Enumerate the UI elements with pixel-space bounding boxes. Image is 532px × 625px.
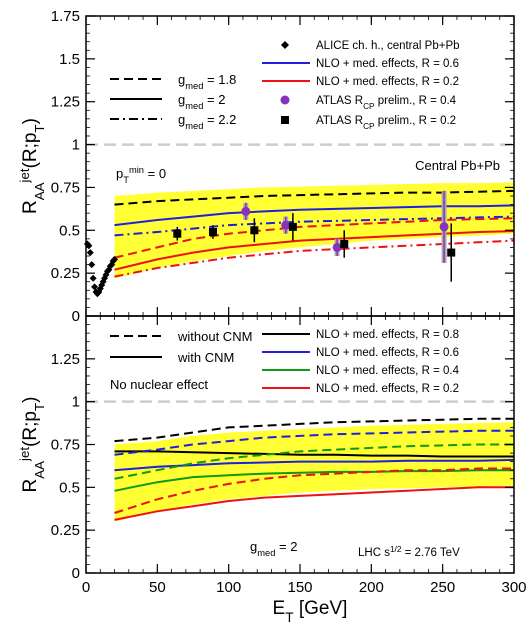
y-tick-label: 0.25	[51, 265, 80, 282]
alice-point	[111, 255, 119, 263]
legend-label: NLO + med. effects, R = 0.4	[316, 365, 460, 377]
x-tick-label: 250	[430, 579, 455, 596]
alice-point	[89, 274, 97, 282]
x-tick-label: 0	[82, 579, 90, 596]
legend-atlas-label: ATLAS RCP prelim., R = 0.4	[316, 95, 457, 111]
x-axis-label: ET [GeV]	[273, 598, 348, 625]
legend-gmed-label: gmed = 2.2	[178, 112, 236, 131]
legend-atlas-label: ATLAS RCP prelim., R = 0.2	[316, 115, 456, 131]
y-tick-label: 0.75	[51, 179, 80, 196]
atlas-r02-point	[173, 229, 182, 238]
atlas-r04-point	[241, 206, 251, 216]
legend-label: ALICE ch. h., central Pb+Pb	[316, 40, 460, 52]
series-line	[114, 189, 515, 206]
series-line	[114, 467, 514, 514]
legend-cnm-label: with CNM	[177, 350, 234, 365]
series-line	[114, 239, 515, 278]
series-line	[114, 450, 514, 458]
y-axis-label: RAAjet(R;pT)	[17, 118, 47, 214]
bottom-panel: 0 0.25 0.5 0.75 1 1.25 0 50 100 150 200 250 300 RAAje…	[17, 315, 527, 596]
no-nuclear-effect-label: No nuclear effect	[110, 377, 208, 392]
legend-label: NLO + med. effects, R = 0.2	[316, 76, 459, 88]
legend-label: NLO + med. effects, R = 0.2	[316, 383, 459, 395]
series-line	[114, 469, 514, 492]
y-tick-label: 1.75	[51, 8, 80, 25]
alice-point	[88, 261, 96, 269]
atlas-r04-point	[439, 222, 449, 232]
x-tick-label: 150	[287, 579, 312, 596]
y-tick-label: 1	[72, 394, 80, 411]
y-tick-label: 1.25	[51, 351, 80, 368]
atlas-r02-point	[288, 222, 297, 231]
y-tick-label: 0.25	[51, 522, 80, 539]
legend-marker	[281, 116, 289, 124]
series-line	[114, 204, 515, 227]
atlas-r02-point	[447, 248, 456, 257]
atlas-r02-point	[208, 228, 217, 236]
pt-min-annotation: pTmin = 0	[116, 165, 166, 185]
top-panel: 0 0.25 0.5 0.75 1 1.25 1.5 1.75 RAAjet(R;pT) gmed…	[17, 8, 515, 325]
atlas-r04-point	[332, 242, 342, 252]
x-axis-title: ET [GeV]	[273, 598, 348, 625]
series-line	[114, 443, 514, 480]
central-pbpb-label: Central Pb+Pb	[415, 158, 500, 173]
legend-label: NLO + med. effects, R = 0.6	[316, 58, 459, 70]
y-tick-label: 1.25	[51, 94, 80, 111]
series-line	[114, 429, 514, 456]
series-line	[114, 217, 515, 259]
x-tick-label: 100	[216, 579, 241, 596]
lhc-energy-label: LHC s1/2 = 2.76 TeV	[358, 545, 460, 560]
y-tick-label: 0	[72, 308, 80, 325]
legend-label: NLO + med. effects, R = 0.6	[316, 347, 459, 359]
y-tick-label: 0.5	[59, 222, 80, 239]
y-tick-label: 0	[72, 565, 80, 582]
legend-gmed-label: gmed = 1.8	[178, 72, 236, 91]
y-tick-label: 0.75	[51, 437, 80, 454]
atlas-r02-point	[250, 226, 259, 235]
y-axis-label: RAAjet(R;pT)	[17, 397, 47, 493]
y-tick-label: 1.5	[59, 51, 80, 68]
legend-gmed-label: gmed = 2	[178, 92, 225, 111]
legend-marker	[281, 41, 289, 49]
series-line	[114, 215, 515, 237]
legend-marker	[280, 95, 290, 105]
y-tick-label: 1	[72, 137, 80, 154]
legend-label: NLO + med. effects, R = 0.8	[316, 329, 459, 341]
x-tick-label: 300	[501, 579, 526, 596]
gmed-annotation: gmed = 2	[250, 539, 297, 558]
atlas-r04-point	[281, 220, 291, 230]
series-line	[114, 230, 515, 271]
x-tick-label: 50	[149, 579, 166, 596]
legend-cnm-label: without CNM	[177, 329, 252, 344]
series-line	[114, 417, 514, 443]
alice-point	[86, 249, 94, 257]
x-tick-label: 200	[359, 579, 384, 596]
alice-point	[91, 283, 99, 291]
atlas-r02-point	[340, 240, 349, 248]
y-tick-label: 0.5	[59, 479, 80, 496]
series-line	[114, 486, 514, 521]
